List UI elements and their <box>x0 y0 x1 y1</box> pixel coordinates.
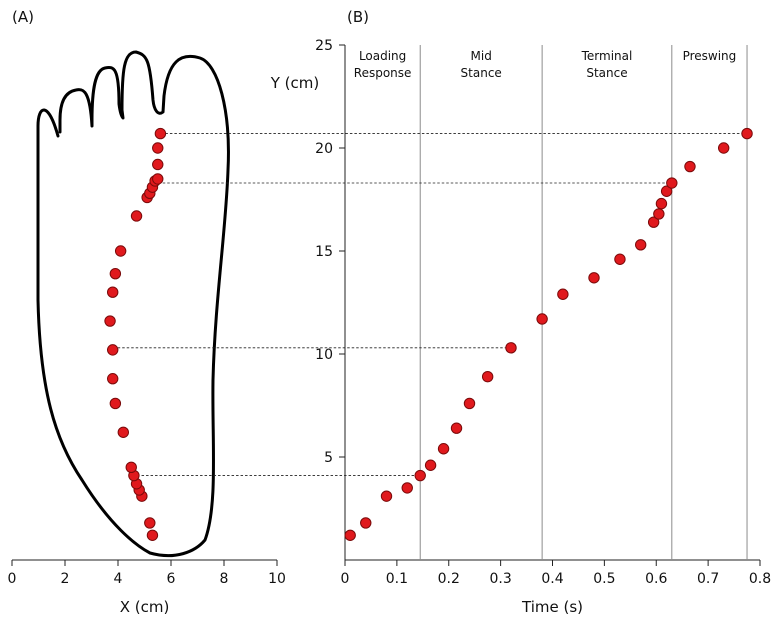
time-series-point <box>557 288 569 300</box>
foot-trajectory-point <box>152 158 164 171</box>
panel-b-x-tick-label: 0 <box>341 571 350 587</box>
foot-trajectory-point <box>146 529 159 541</box>
foot-trajectory-point <box>109 267 122 280</box>
panel-b-x-tick-label: 0.2 <box>438 571 460 587</box>
phase-label-line2: Response <box>354 66 412 80</box>
time-series-point <box>588 272 600 284</box>
time-series-point <box>344 529 356 541</box>
time-series-point <box>380 490 393 502</box>
panel-a-x-tick-label: 8 <box>220 571 229 587</box>
time-series-point <box>450 422 463 434</box>
time-series-point <box>536 313 548 325</box>
foot-trajectory-point <box>104 315 116 327</box>
phase-label-line2: Stance <box>461 66 502 80</box>
time-series-point <box>463 397 476 410</box>
time-series-point <box>660 185 673 197</box>
panel-b-y-axis-title: Y (cm) <box>270 74 320 92</box>
phase-label-line1: Terminal <box>581 49 633 63</box>
phase-label-line2: Stance <box>586 66 627 80</box>
time-series-point <box>634 239 647 251</box>
panel-a-axes: 0 2 4 6 8 10 X (cm) <box>8 559 286 616</box>
time-series-point <box>647 216 660 228</box>
phase-label-line1: Mid <box>471 49 492 63</box>
foot-trajectory-point <box>154 127 167 140</box>
panel-a-x-tick-label: 0 <box>8 571 17 587</box>
panel-b-x-tick-label: 0.5 <box>593 571 615 587</box>
phase-label-line1: Loading <box>359 49 406 63</box>
panel-b-y-tick-label: 20 <box>315 141 333 157</box>
time-series-point <box>505 342 517 354</box>
time-series-point <box>653 208 665 220</box>
panel-b-y-tick-label: 10 <box>315 347 333 363</box>
foot-trajectory-point <box>107 286 119 298</box>
panel-b-x-axis-title: Time (s) <box>521 598 583 616</box>
panel-a-x-tick-label: 6 <box>167 571 176 587</box>
foot-trajectory-point <box>130 210 143 222</box>
panel-a-x-tick-label: 10 <box>268 571 286 587</box>
panel-b-x-tick-label: 0.7 <box>697 571 719 587</box>
time-series-point <box>437 443 450 455</box>
panel-a-x-tick-label: 2 <box>61 571 70 587</box>
panel-b-y-tick-label: 25 <box>315 38 333 54</box>
connector-lines <box>117 133 743 476</box>
foot-trajectory-point <box>109 397 122 410</box>
panel-a-points <box>104 127 167 541</box>
foot-trajectory-point <box>152 142 164 154</box>
panel-b-x-tick-label: 0.3 <box>489 571 511 587</box>
panel-b-points <box>344 127 753 541</box>
time-series-point <box>401 482 413 494</box>
time-series-point <box>414 469 426 482</box>
panel-b-y-tick-label: 15 <box>315 244 333 260</box>
time-series-point <box>614 253 626 265</box>
foot-trajectory-point <box>107 344 119 356</box>
time-series-point <box>360 517 372 529</box>
time-series-point <box>684 160 696 173</box>
time-series-point <box>655 197 668 210</box>
panel-b-x-tick-label: 0.4 <box>541 571 563 587</box>
panel-b-axes: 0 0.1 0.2 0.3 0.4 0.5 0.6 0.7 0.8 5 10 15 20 25 Time (… <box>270 38 771 616</box>
panel-b-x-tick-label: 0.1 <box>386 571 408 587</box>
foot-trajectory-point <box>144 517 156 529</box>
panel-b-y-tick-label: 5 <box>324 450 333 466</box>
time-series-point <box>741 127 753 140</box>
panel-a-x-tick-label: 4 <box>114 571 123 587</box>
foot-trajectory-point <box>107 373 119 385</box>
foot-trajectory-point <box>125 461 137 473</box>
phase-label-line1: Preswing <box>683 49 737 63</box>
panel-b-x-tick-label: 0.8 <box>749 571 771 587</box>
time-series-point <box>666 177 678 189</box>
foot-trajectory-point <box>117 426 130 438</box>
time-series-point <box>717 142 730 154</box>
time-series-point <box>481 370 494 383</box>
foot-trajectory-point <box>152 173 164 185</box>
panel-b-label: (B) <box>347 8 369 26</box>
panel-a-label: (A) <box>12 8 34 26</box>
panel-b-x-tick-label: 0.6 <box>645 571 667 587</box>
time-series-point <box>424 459 437 471</box>
foot-trajectory-point <box>114 245 127 257</box>
foot-outline <box>36 50 230 558</box>
panel-a-x-axis-title: X (cm) <box>120 598 170 616</box>
